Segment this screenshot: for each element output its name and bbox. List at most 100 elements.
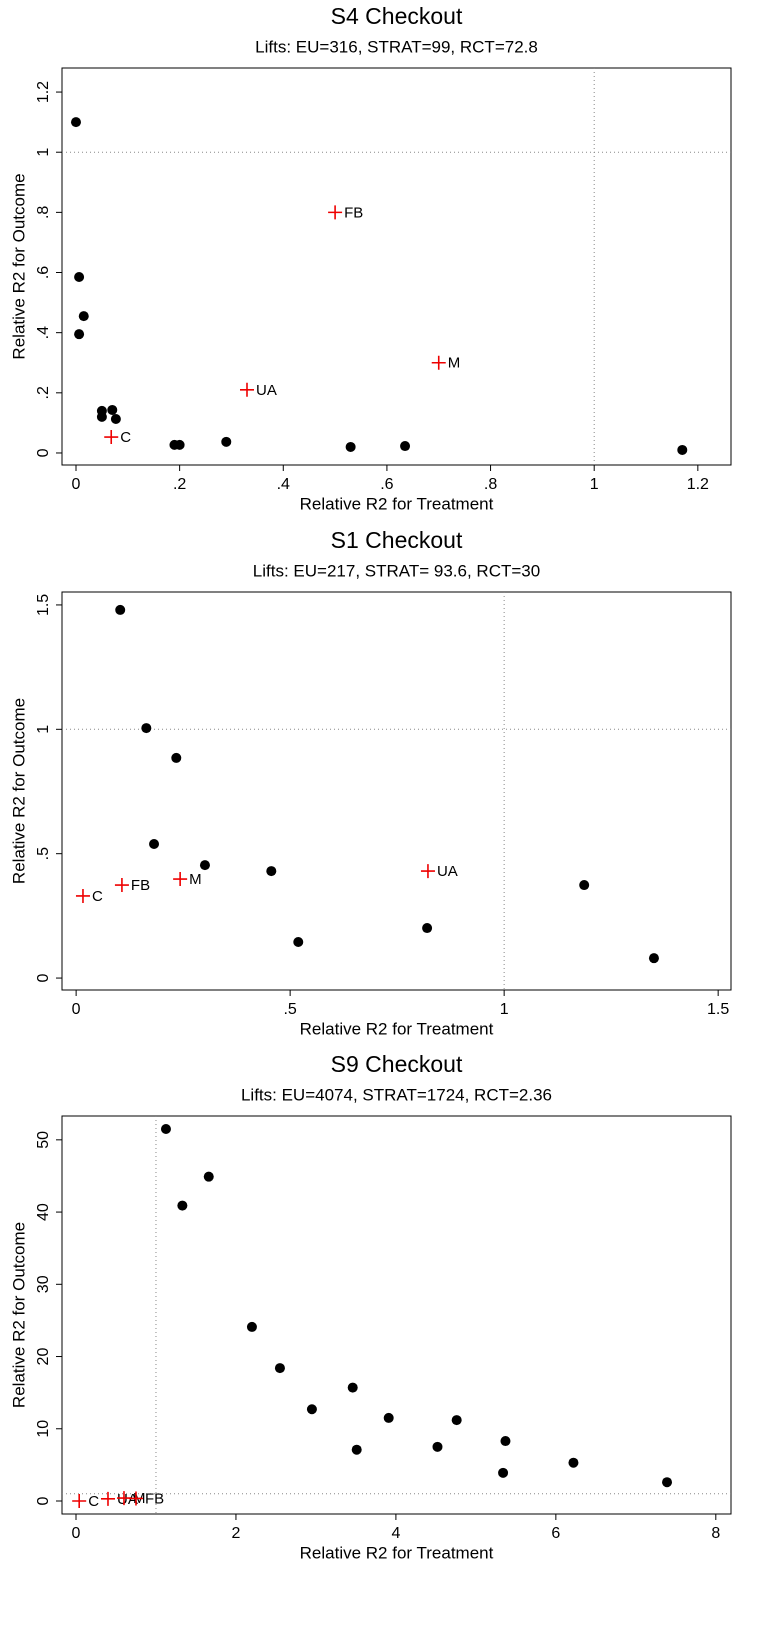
x-axis-label: Relative R2 for Treatment [300,494,494,513]
data-point [74,272,85,283]
x-axis-label: Relative R2 for Treatment [300,1543,494,1562]
data-point [74,329,85,340]
data-point [383,1412,394,1423]
x-axis-label: Relative R2 for Treatment [300,1019,494,1038]
plus-marker [431,355,446,370]
plus-marker [239,382,254,397]
x-tick-label: .6 [380,476,393,493]
data-point [203,1171,214,1182]
chart-subtitle: Lifts: EU=217, STRAT= 93.6, RCT=30 [253,561,540,580]
chart-subtitle: Lifts: EU=316, STRAT=99, RCT=72.8 [255,37,538,56]
data-point [221,436,232,447]
plus-marker [104,430,119,445]
y-tick-label: 0 [35,448,52,457]
point-label: FB [131,877,150,894]
data-point [274,1363,285,1374]
y-tick-label: .8 [35,206,52,219]
x-tick-label: .4 [277,476,290,493]
data-point [400,441,411,452]
data-point [149,838,160,849]
y-tick-label: .5 [35,847,52,860]
data-point [345,441,356,452]
y-tick-label: 1.2 [35,81,52,103]
data-point [293,936,304,947]
x-tick-label: 1.2 [687,476,709,493]
x-tick-label: .5 [283,1001,296,1018]
y-axis-label: Relative R2 for Outcome [9,698,28,884]
data-point [141,723,152,734]
data-point [110,413,121,424]
point-label: UA [256,382,277,399]
data-point [662,1477,673,1488]
plot-frame [61,1115,732,1515]
point-label: FB [145,1490,164,1507]
plus-marker [420,864,435,879]
chart-title: S1 Checkout [331,527,463,553]
plus-marker [72,1494,87,1508]
data-point [432,1441,443,1452]
x-tick-label: 1 [500,1001,509,1018]
data-point [451,1415,462,1426]
chart-title: S9 Checkout [331,1051,463,1077]
y-tick-label: 1 [35,725,52,734]
point-label: C [92,888,103,905]
y-tick-label: 10 [35,1420,52,1438]
data-point [347,1382,358,1393]
data-point [174,439,185,450]
y-tick-label: 40 [35,1203,52,1221]
y-tick-label: .2 [35,386,52,399]
y-tick-label: 1.5 [35,594,52,616]
data-point [107,404,118,415]
plus-marker [116,1491,131,1506]
data-point [70,117,81,128]
y-axis-label: Relative R2 for Outcome [9,173,28,359]
x-tick-label: 4 [391,1525,400,1542]
x-tick-label: 0 [72,476,81,493]
data-point [306,1404,317,1415]
plot-frame [61,67,732,466]
x-tick-label: 0 [72,1525,81,1542]
data-point [246,1321,257,1332]
y-tick-label: 1 [35,148,52,157]
data-point [498,1467,509,1478]
y-tick-label: 50 [35,1131,52,1149]
data-point [266,866,277,877]
point-label: UA [437,863,458,880]
data-point [115,604,126,615]
x-tick-label: 8 [711,1525,720,1542]
data-point [96,411,107,422]
data-point [78,311,89,322]
data-point [648,953,659,964]
data-point [579,880,590,891]
point-label: C [120,429,131,446]
data-point [160,1124,171,1135]
plus-marker [128,1491,143,1506]
x-tick-label: 6 [551,1525,560,1542]
y-tick-label: 0 [35,1496,52,1505]
y-tick-label: 30 [35,1275,52,1293]
data-point [171,752,182,763]
data-point [199,860,210,871]
x-tick-label: .2 [173,476,186,493]
y-tick-label: .6 [35,266,52,279]
point-label: FB [344,204,363,221]
plus-marker [328,205,343,220]
data-point [177,1200,188,1211]
data-point [500,1436,511,1447]
plot-frame [61,591,732,991]
plus-marker [114,878,129,893]
x-tick-label: .8 [484,476,497,493]
x-tick-label: 1 [590,476,599,493]
y-axis-label: Relative R2 for Outcome [9,1222,28,1408]
x-tick-label: 1.5 [707,1001,729,1018]
plus-marker [173,872,188,887]
point-label: M [448,355,461,372]
point-label: M [189,871,202,888]
chart-subtitle: Lifts: EU=4074, STRAT=1724, RCT=2.36 [241,1085,552,1104]
plus-marker [75,888,90,903]
plus-marker [100,1491,115,1506]
data-point [677,444,688,455]
